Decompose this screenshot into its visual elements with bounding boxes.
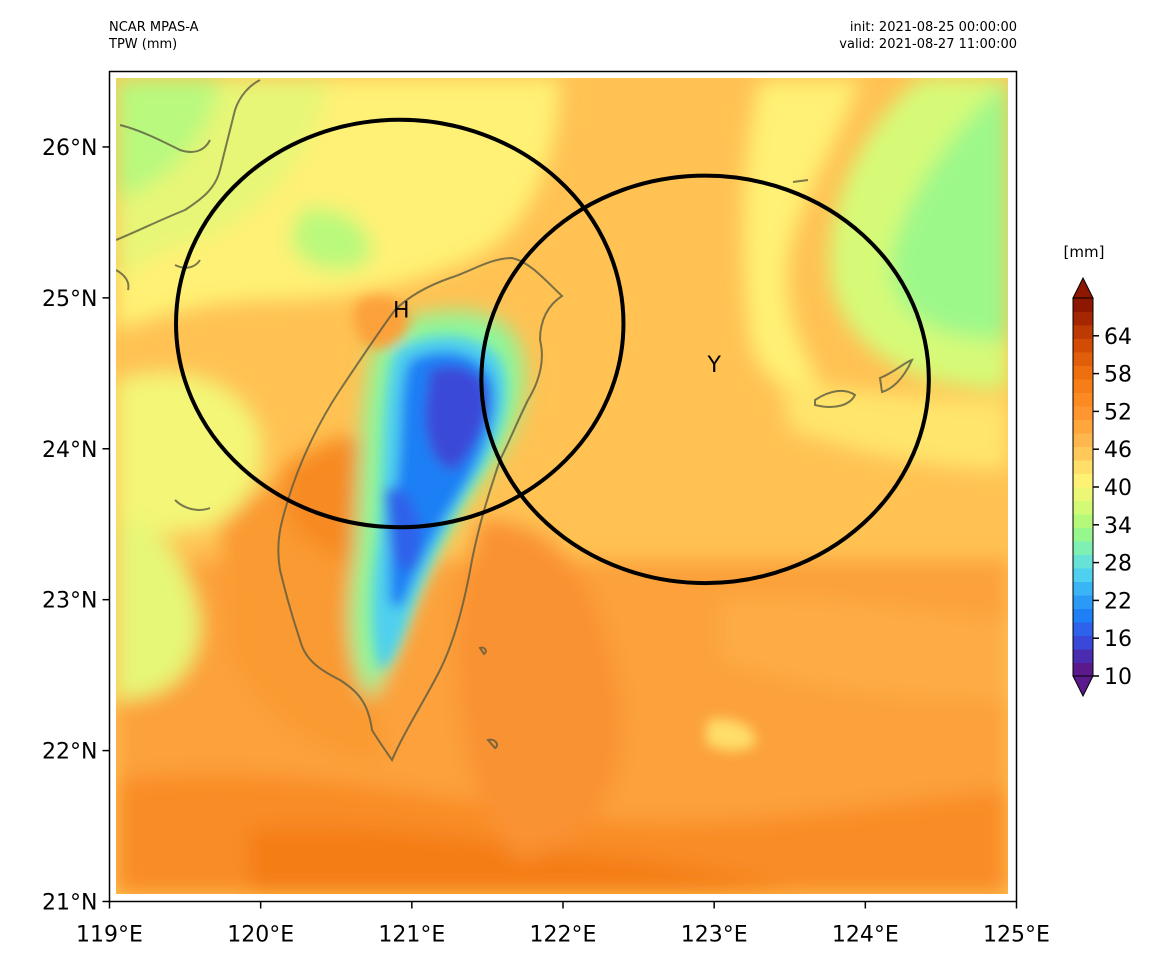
lon-tick-label: 123°E <box>681 923 748 948</box>
colorbar-segment <box>1073 460 1093 474</box>
colorbar-segment <box>1073 568 1093 582</box>
colorbar-segment <box>1073 392 1093 407</box>
lat-tick-label: 23°N <box>42 589 97 614</box>
colorbar-tick-label: 40 <box>1104 476 1132 501</box>
ryukyu-islands <box>478 179 914 750</box>
latitude-axis: 21°N 22°N 23°N 24°N 25°N 26°N <box>42 136 110 916</box>
colorbar-segment <box>1073 352 1093 366</box>
region-circles <box>174 117 931 586</box>
colorbar-tick-label: 46 <box>1104 438 1132 463</box>
colorbar-segment <box>1073 406 1093 420</box>
colorbar-segment <box>1073 527 1093 542</box>
colorbar-segment <box>1073 365 1093 380</box>
colorbar-segment <box>1073 419 1093 434</box>
colorbar-tick-label: 34 <box>1104 514 1132 539</box>
colorbar-segment <box>1073 433 1093 447</box>
tpw-field <box>116 78 1008 894</box>
colorbar-segment <box>1073 622 1093 636</box>
model-name: NCAR MPAS-A <box>109 20 199 35</box>
location-markers: HY <box>393 298 721 377</box>
colorbar-segment <box>1073 541 1093 555</box>
colorbar-segment <box>1073 554 1093 569</box>
colorbar-max-extend <box>1072 276 1094 299</box>
time-block: init: 2021-08-25 00:00:00 valid: 2021-08… <box>839 19 1017 53</box>
colorbar-tick-label: 22 <box>1104 589 1132 614</box>
china-coastline <box>116 79 261 511</box>
colorbar-tick-label: 10 <box>1104 665 1132 690</box>
valid-time: valid: 2021-08-27 11:00:00 <box>839 37 1017 52</box>
colorbar: [mm] 10 16 22 28 34 40 46 52 58 64 <box>1064 243 1132 698</box>
colorbar-segment <box>1073 311 1093 326</box>
init-time: init: 2021-08-25 00:00:00 <box>849 20 1017 35</box>
lon-tick-label: 125°E <box>983 923 1050 948</box>
colorbar-tick-label: 28 <box>1104 552 1132 577</box>
region-circle-1 <box>174 117 626 530</box>
colorbar-segment <box>1073 325 1093 339</box>
colorbar-min-extend <box>1072 675 1094 698</box>
colorbar-segment <box>1073 487 1093 501</box>
colorbar-tick-label: 58 <box>1104 363 1132 388</box>
lat-tick-label: 26°N <box>42 136 97 161</box>
taiwan-coastline <box>277 256 564 763</box>
colorbar-segment <box>1073 514 1093 528</box>
colorbar-tick-label: 64 <box>1104 325 1132 350</box>
lat-tick-label: 25°N <box>42 287 97 312</box>
colorbar-segment <box>1073 473 1093 488</box>
lat-tick-label: 21°N <box>42 891 97 916</box>
lat-tick-label: 22°N <box>42 740 97 765</box>
title-block: NCAR MPAS-A TPW (mm) <box>109 19 199 53</box>
lon-tick-label: 124°E <box>832 923 899 948</box>
colorbar-segment <box>1073 379 1093 393</box>
colorbar-segments <box>1072 276 1094 698</box>
colorbar-segment <box>1073 595 1093 609</box>
lon-tick-label: 119°E <box>76 923 143 948</box>
marker-y: Y <box>706 353 721 378</box>
colorbar-segment <box>1073 662 1093 677</box>
colorbar-segment <box>1073 446 1093 461</box>
colorbar-unit: [mm] <box>1064 243 1105 261</box>
colorbar-segment <box>1073 649 1093 663</box>
colorbar-segment <box>1073 635 1093 650</box>
colorbar-ticks: 10 16 22 28 34 40 46 52 58 64 <box>1093 325 1132 690</box>
colorbar-segment <box>1073 608 1093 623</box>
marker-h: H <box>393 298 410 323</box>
lon-tick-label: 122°E <box>530 923 597 948</box>
variable-name: TPW (mm) <box>109 37 178 52</box>
lat-tick-label: 24°N <box>42 438 97 463</box>
region-circle-2 <box>479 173 931 586</box>
lon-tick-label: 121°E <box>378 923 445 948</box>
colorbar-segment <box>1073 581 1093 596</box>
colorbar-segment <box>1073 500 1093 515</box>
colorbar-segment <box>1073 298 1093 312</box>
longitude-axis: 119°E 120°E 121°E 122°E 123°E 124°E 125°E <box>76 901 1050 948</box>
colorbar-tick-label: 52 <box>1104 400 1132 425</box>
colorbar-segment <box>1073 338 1093 353</box>
colorbar-tick-label: 16 <box>1104 627 1132 652</box>
lon-tick-label: 120°E <box>227 923 294 948</box>
coastlines <box>116 79 914 763</box>
